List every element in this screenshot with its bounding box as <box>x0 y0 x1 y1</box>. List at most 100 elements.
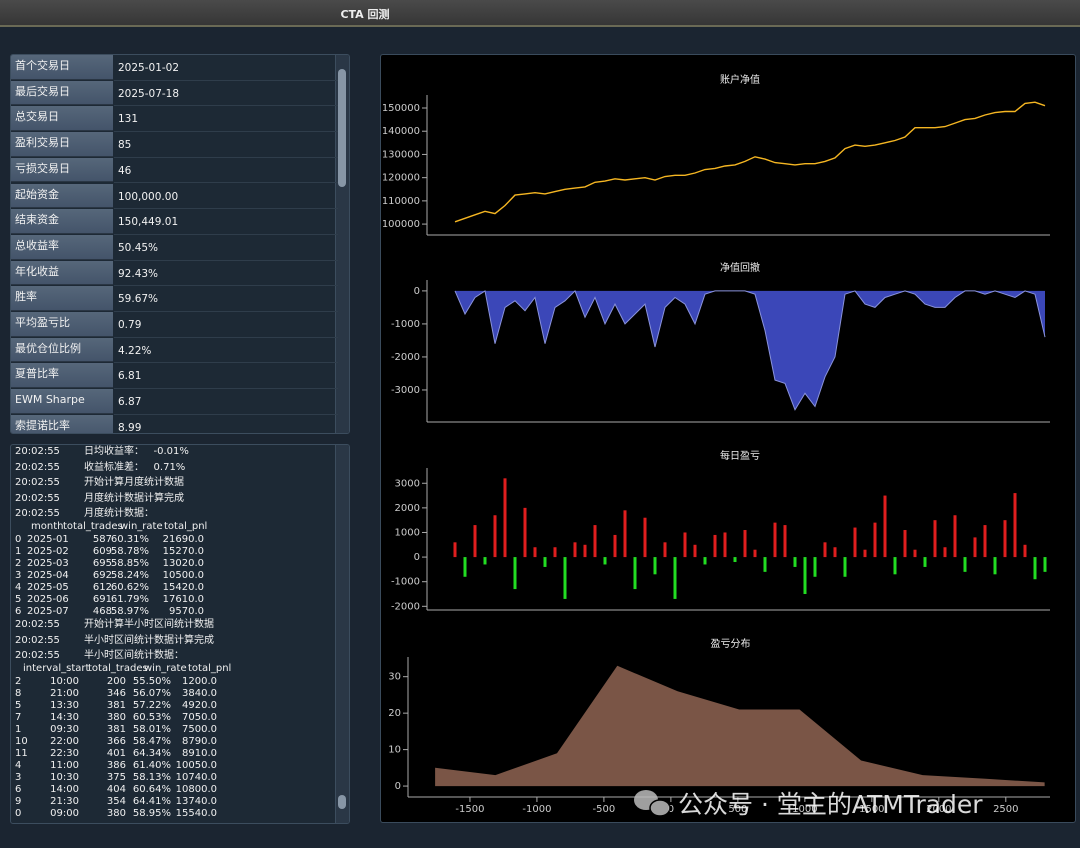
table-cell: 10 <box>15 735 28 747</box>
table-cell: 380 <box>106 807 126 819</box>
bar <box>953 515 957 558</box>
table-cell: 58.01% <box>132 723 171 735</box>
bar <box>783 525 787 558</box>
stat-label: 总收益率 <box>11 234 113 260</box>
y-tick-label: 130000 <box>382 149 420 160</box>
bar <box>673 557 677 599</box>
table-cell: 13020.0 <box>162 557 204 569</box>
bar <box>643 517 647 558</box>
table-cell: 401 <box>106 747 126 759</box>
stat-label: 最后交易日 <box>11 80 113 106</box>
title-bar: CTA 回测 <box>0 0 1080 27</box>
scrollbar[interactable] <box>335 55 349 433</box>
bar <box>563 557 567 599</box>
scroll-thumb[interactable] <box>338 795 346 809</box>
y-tick-label: -3000 <box>391 385 420 396</box>
log-time: 20:02:55 <box>15 446 60 457</box>
bar <box>823 542 827 558</box>
table-cell: 4 <box>15 581 22 593</box>
table-cell: 612 <box>92 581 112 593</box>
table-cell: 13:30 <box>50 699 79 711</box>
table-cell: 200 <box>106 675 126 687</box>
table-cell: 15420.0 <box>162 581 204 593</box>
wechat-icon <box>634 790 671 817</box>
table-cell: 61.40% <box>132 759 171 771</box>
table-cell: 8910.0 <box>182 747 217 759</box>
table-cell: 10800.0 <box>175 783 217 795</box>
table-header: total_pnl <box>188 663 232 674</box>
table-cell: 3 <box>15 771 22 783</box>
y-tick-label: 0 <box>414 286 420 297</box>
table-cell: 58.13% <box>132 771 171 783</box>
table-cell: 3 <box>15 569 22 581</box>
log-message: 日均收益率： -0.01% <box>84 446 189 457</box>
bar <box>923 557 927 567</box>
bar <box>663 542 667 558</box>
bar <box>753 549 757 558</box>
table-cell: 1 <box>15 545 22 557</box>
table-cell: 58.24% <box>110 569 149 581</box>
table-cell: 2 <box>15 675 22 687</box>
bar <box>1003 520 1007 558</box>
bar <box>883 495 887 558</box>
stat-label: 结束资金 <box>11 209 113 234</box>
table-cell: 58.47% <box>132 735 171 747</box>
table-cell: 8 <box>15 687 22 699</box>
x-tick-label: 2000 <box>926 804 951 815</box>
stat-value: 59.67% <box>114 286 338 312</box>
table-cell: 58.97% <box>110 605 149 617</box>
bar <box>683 532 687 558</box>
table-cell: 15270.0 <box>162 545 204 557</box>
bar <box>1033 557 1037 580</box>
bar <box>633 557 637 590</box>
table-cell: 375 <box>106 771 126 783</box>
x-tick-label: 1500 <box>859 804 884 815</box>
stat-label: 夏普比率 <box>11 363 113 389</box>
bar <box>773 522 777 558</box>
y-tick-label: -1000 <box>391 319 420 330</box>
log-time: 20:02:55 <box>15 619 60 630</box>
x-tick-label: -1000 <box>522 804 551 815</box>
bar <box>703 557 707 565</box>
stat-label: 平均盈亏比 <box>11 312 113 337</box>
bar <box>653 557 657 575</box>
log-message: 半小时区间统计数据计算完成 <box>84 634 214 646</box>
stat-label: EWM Sharpe <box>11 389 113 414</box>
bar <box>693 544 697 558</box>
bar <box>983 525 987 558</box>
table-cell: 2 <box>15 557 22 569</box>
table-cell: 2025-05 <box>27 581 69 593</box>
stat-value: 131 <box>114 106 338 133</box>
log-message: 半小时区间统计数据： <box>84 650 184 661</box>
table-cell: 21690.0 <box>162 533 204 545</box>
log-panel: 20:02:55 日均收益率： -0.01% 20:02:55 收益标准差： 0.71… <box>10 444 350 824</box>
bar <box>853 527 857 558</box>
y-tick-label: 20 <box>388 708 401 719</box>
bar <box>943 547 947 558</box>
table-cell: 60.62% <box>110 581 149 593</box>
table-cell: 2025-04 <box>27 569 69 581</box>
bar <box>993 557 997 575</box>
bar <box>793 557 797 567</box>
bar <box>733 557 737 563</box>
table-cell: 4920.0 <box>182 699 217 711</box>
scroll-thumb[interactable] <box>338 69 346 187</box>
bar <box>543 557 547 567</box>
stat-value: 2025-07-18 <box>114 81 338 107</box>
bar <box>893 557 897 575</box>
table-cell: 346 <box>106 687 126 699</box>
scrollbar[interactable] <box>335 445 349 823</box>
bar <box>1023 544 1027 558</box>
window-title: CTA 回测 <box>340 8 390 21</box>
log-message: 月度统计数据： <box>84 508 154 519</box>
stat-value: 6.81 <box>114 363 338 390</box>
bar <box>963 557 967 572</box>
stat-label: 年化收益 <box>11 260 113 286</box>
stat-value: 50.45% <box>114 235 338 261</box>
bar <box>593 525 597 558</box>
stat-label: 总交易日 <box>11 106 113 132</box>
y-tick-label: -2000 <box>391 601 420 612</box>
table-cell: 2025-02 <box>27 545 69 557</box>
x-tick-label: -1500 <box>455 804 484 815</box>
table-cell: 691 <box>92 593 112 605</box>
